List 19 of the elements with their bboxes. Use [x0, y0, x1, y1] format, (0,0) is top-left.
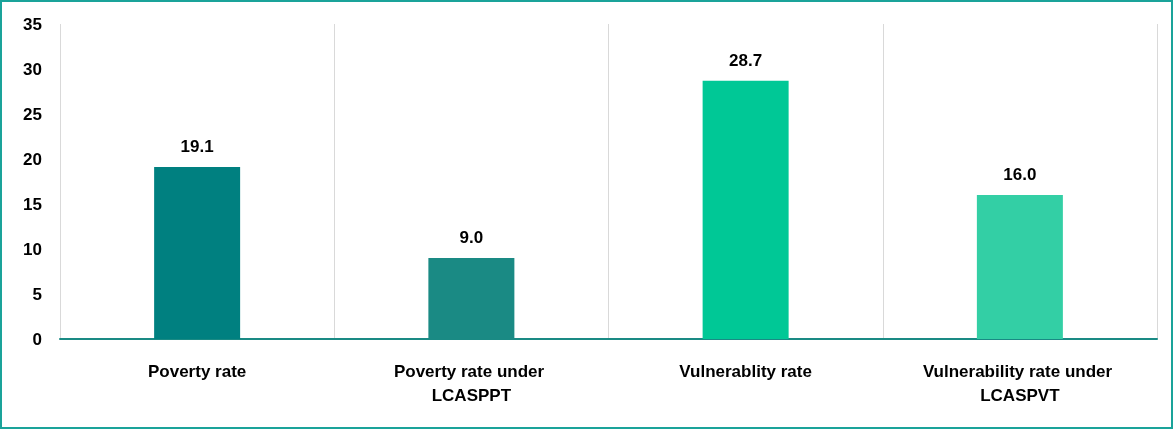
y-tick-label: 10 [23, 239, 42, 259]
y-tick-label: 5 [32, 284, 42, 304]
bar [702, 80, 789, 339]
y-tick-label: 20 [23, 149, 42, 169]
y-tick-label: 0 [32, 329, 42, 349]
y-tick-label: 35 [23, 14, 42, 34]
x-tick-label: Vulnerablity rate [679, 361, 812, 381]
x-tick-label: Poverty rate [147, 361, 247, 381]
data-label: 19.1 [180, 137, 214, 157]
x-tick-label: Vulnerability rate under LCASPVT [922, 361, 1117, 405]
y-tick-label: 30 [23, 59, 42, 79]
data-label: 16.0 [1003, 165, 1037, 184]
data-label: 28.7 [729, 50, 763, 70]
x-tick-label: Poverty rate under LCASPPT [393, 361, 549, 405]
bar [154, 167, 241, 339]
data-label: 9.0 [459, 228, 484, 247]
y-tick-label: 15 [23, 194, 42, 214]
bar [976, 195, 1063, 339]
y-tick-label: 25 [23, 104, 42, 124]
